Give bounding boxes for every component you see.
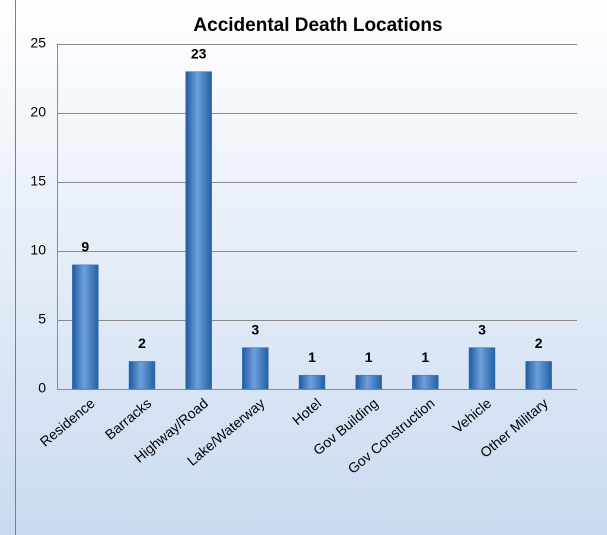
data-label: 1 <box>421 349 429 365</box>
y-tick-label: 10 <box>30 242 46 258</box>
y-tick-label: 5 <box>38 311 46 327</box>
bar <box>355 374 382 390</box>
bar <box>242 347 269 390</box>
data-label: 3 <box>251 321 259 337</box>
y-tick-label: 20 <box>30 104 46 120</box>
data-label: 23 <box>191 45 207 61</box>
bar <box>72 264 99 390</box>
bar <box>525 361 552 390</box>
data-label: 1 <box>308 349 316 365</box>
data-label: 3 <box>478 321 486 337</box>
data-label: 2 <box>535 335 543 351</box>
y-tick-label: 15 <box>30 173 46 189</box>
data-label: 1 <box>365 349 373 365</box>
bar <box>128 361 156 390</box>
data-label: 2 <box>138 335 146 351</box>
bar <box>298 374 326 390</box>
bar <box>185 71 212 390</box>
y-tick-label: 0 <box>38 380 46 396</box>
chart-title: Accidental Death Locations <box>193 15 442 36</box>
bar <box>412 374 439 390</box>
data-label: 9 <box>81 239 89 255</box>
y-tick-label: 25 <box>30 35 46 51</box>
bar <box>468 347 496 390</box>
